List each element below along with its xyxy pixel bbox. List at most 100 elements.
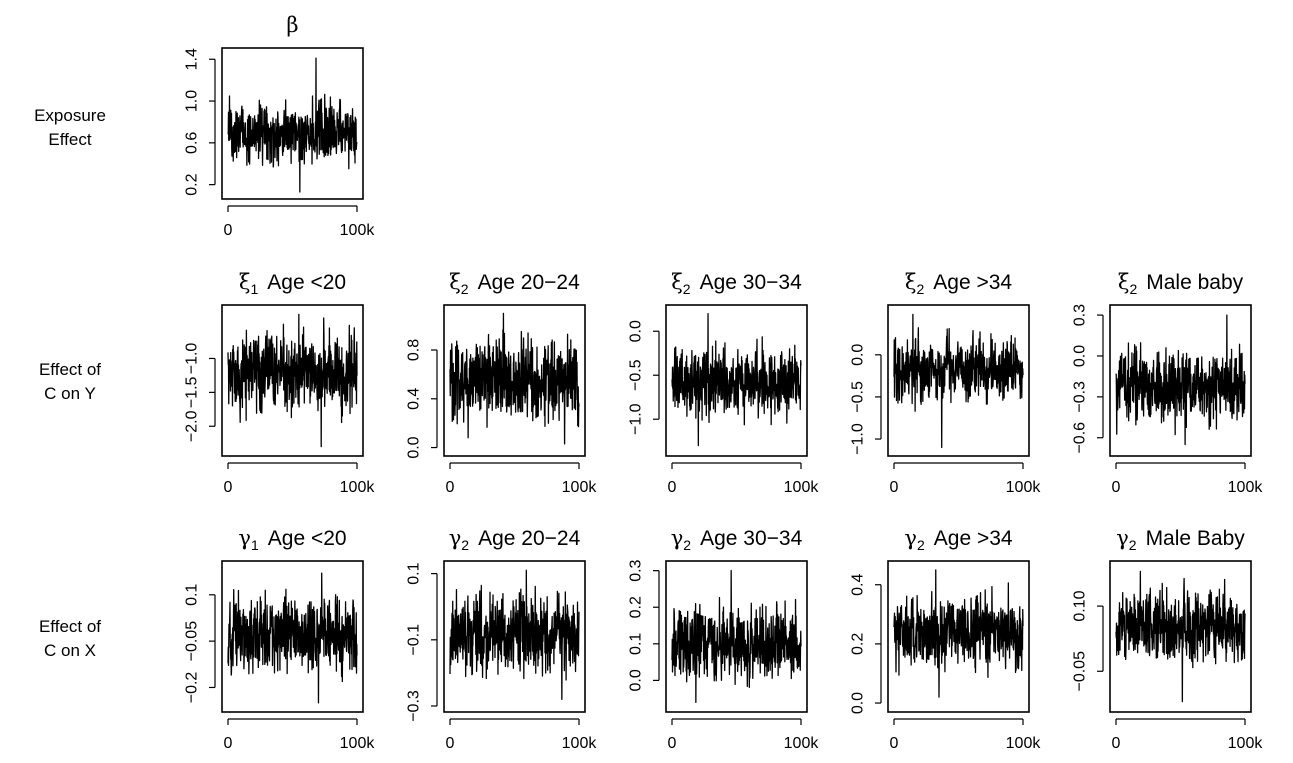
panel-2-1-trace-line [449,569,580,701]
panel-2-4-x-tick-label-0: 0 [1112,735,1121,752]
panel-1-0-y-tick-label-0: −2.0 [184,410,201,442]
panel-2-1-param-label: Age 20−24 [478,527,581,550]
panel-1-3-param-subscript: 2 [916,281,924,297]
panel-2-2-y-tick-label-0: 0.0 [628,669,645,691]
panel-1-2-param-subscript: 2 [683,281,691,297]
row-label-cony-line1: Effect of [39,360,101,379]
panel-2-3-x-tick-label-1: 100k [1006,735,1042,752]
panel-1-3-param-symbol: ξ [905,270,917,294]
panel-1-2-plot-frame [665,304,808,457]
panel-0-0-x-tick-label-0: 0 [224,222,233,239]
panel-2-2-y-tick-label-1: 0.1 [628,633,645,655]
panel-2-1-y-tick-label-1: −0.1 [406,624,423,656]
panel-1-1-x-tick-label-1: 100k [562,479,598,496]
panel-2-1-y-tick-label-0: −0.3 [406,690,423,722]
panel-1-0-y-tick-label-1: −1.5 [184,376,201,408]
panel-2-3-y-tick-label-2: 0.4 [850,574,867,596]
panel-2-1-x-tick-label-1: 100k [562,735,598,752]
panel-2-4-param-subscript: 2 [1129,537,1137,553]
panel-1-4-y-tick-label-1: −0.3 [1072,381,1089,413]
panel-1-4-trace-line [1115,314,1246,446]
panel-2-3-title: γ2 Age >34 [904,526,1013,553]
panel-1-4-y-tick-label-0: −0.6 [1072,422,1089,454]
panel-1-2: ξ2 Age 30−34 −1.0 −0.5 0.0 0 100k [628,270,820,496]
panel-1-0-trace-line [227,313,358,448]
row-label-cony-line2: C on Y [44,384,96,403]
panel-1-2-y-tick-label-1: −0.5 [628,359,645,391]
panel-0-0-y-tick-label-1: 0.6 [184,132,201,154]
panel-2-3-param-label: Age >34 [934,527,1013,550]
row-label-conx-line2: C on X [44,641,96,660]
panel-0-0-y-tick-label-0: 0.2 [184,173,201,195]
panel-1-1-x-tick-label-0: 0 [446,479,455,496]
panel-1-4-param-subscript: 2 [1129,281,1137,297]
panel-2-4-param-label: Male Baby [1146,527,1246,550]
panel-0-0-plot-frame [221,47,364,200]
panel-2-2: γ2 Age 30−34 0.0 0.1 0.2 0.3 0 100k [628,526,820,752]
panel-2-0-param-subscript: 1 [251,537,259,553]
panel-2-1-plot-frame [443,560,586,713]
panel-1-2-title: ξ2 Age 30−34 [671,270,802,297]
panel-2-0-y-tick-label-0: −0.2 [184,672,201,704]
panel-2-3-param-subscript: 2 [917,537,925,553]
panel-2-4-plot-frame [1109,560,1252,713]
panel-2-4-title: γ2 Male Baby [1116,526,1245,553]
panel-2-3: γ2 Age >34 0.0 0.2 0.4 0 100k [850,526,1042,752]
panel-1-2-y-tick-label-0: −1.0 [628,403,645,435]
panel-2-3-plot-frame [887,560,1030,713]
panel-1-3-x-tick-label-0: 0 [890,479,899,496]
panel-1-0-x-tick-label-0: 0 [224,479,233,496]
panel-1-1: ξ2 Age 20−24 0.0 0.4 0.8 0 100k [406,270,598,496]
panel-2-2-y-tick-label-2: 0.2 [628,596,645,618]
panel-1-4-y-tick-label-3: 0.3 [1072,304,1089,326]
panel-2-4: γ2 Male Baby −0.05 0.10 0 100k [1072,526,1264,752]
panel-1-0: ξ1 Age <20 −2.0 −1.5−1.0 0 100k [184,270,376,496]
panel-2-4-param-symbol: γ [1116,526,1129,550]
row-label-exposure-line1: Exposure [34,106,106,125]
panel-1-0-param-label: Age <20 [267,271,346,294]
panel-1-4-y-tick-label-2: 0.0 [1072,345,1089,367]
panel-2-0-y-tick-label-1: −0.05 [184,621,201,662]
panel-2-0-x-tick-label-0: 0 [224,735,233,752]
panel-2-1: γ2 Age 20−24 −0.3 −0.1 0.1 0 100k [406,526,598,752]
panel-1-1-trace-line [449,312,580,445]
panel-2-1-param-subscript: 2 [461,537,469,553]
panel-1-0-plot-frame [221,304,364,457]
panel-2-3-x-tick-label-0: 0 [890,735,899,752]
panel-1-4-param-label: Male baby [1146,271,1243,294]
panel-1-3-y-tick-label-0: −1.0 [850,423,867,455]
panel-0-0-trace-line [227,57,358,193]
row-label-exposure-line2: Effect [48,130,91,149]
panel-1-4-x-tick-label-1: 100k [1228,479,1264,496]
panel-1-3-y-tick-label-1: −0.5 [850,381,867,413]
panel-2-2-y-tick-label-3: 0.3 [628,559,645,581]
panel-2-2-param-subscript: 2 [683,537,691,553]
panel-2-0-y-tick-label-2: 0.1 [184,584,201,606]
panel-1-4-plot-frame [1109,304,1252,457]
row-label-conx-line1: Effect of [39,617,101,636]
panel-2-3-y-tick-label-1: 0.2 [850,633,867,655]
panel-1-4-title: ξ2 Male baby [1118,270,1244,297]
panel-1-1-param-subscript: 2 [461,281,469,297]
panel-1-1-plot-frame [443,304,586,457]
panel-1-4-x-tick-label-0: 0 [1112,479,1121,496]
panel-2-0-title: γ1 Age <20 [238,526,346,553]
panel-2-2-title: γ2 Age 30−34 [671,526,803,553]
panel-2-2-x-tick-label-0: 0 [668,735,677,752]
panel-1-2-x-tick-label-1: 100k [784,479,820,496]
panel-2-4-x-tick-label-1: 100k [1228,735,1264,752]
panel-1-3: ξ2 Age >34 −1.0 −0.5 0.0 0 100k [850,270,1042,496]
panel-2-0-param-symbol: γ [238,526,251,550]
panel-2-0-x-tick-label-1: 100k [340,735,376,752]
row-labels: Exposure Effect Effect of C on Y Effect … [34,106,106,660]
panel-1-3-x-tick-label-1: 100k [1006,479,1042,496]
panel-2-3-y-tick-label-0: 0.0 [850,692,867,714]
panel-1-1-y-tick-label-0: 0.0 [406,436,423,458]
panel-0-0-title: β [286,13,298,37]
panel-2-4-y-tick-label-1: 0.10 [1072,590,1089,621]
panel-1-2-trace-line [671,312,802,447]
panel-1-0-x-tick-label-1: 100k [340,479,376,496]
panel-0-0-y-tick-label-3: 1.4 [184,48,201,70]
